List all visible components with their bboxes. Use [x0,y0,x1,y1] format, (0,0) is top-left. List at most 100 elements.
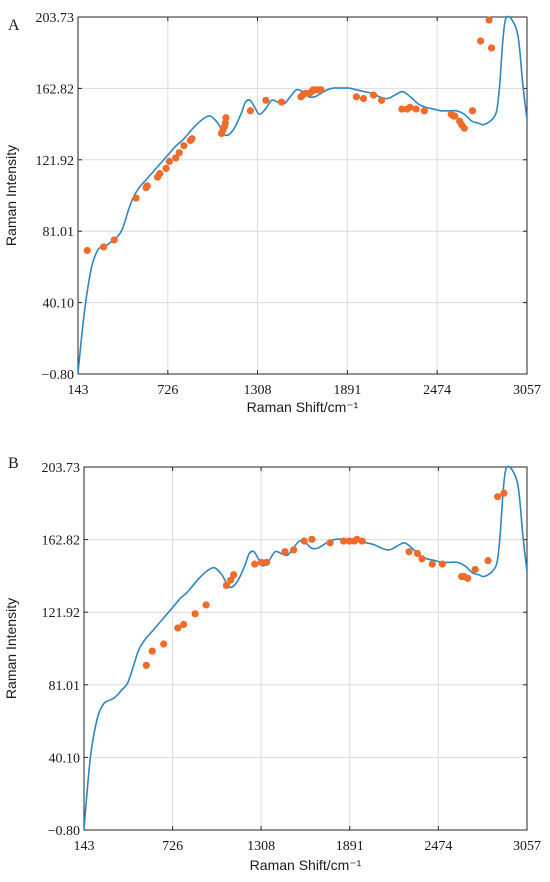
data-point [300,537,308,545]
data-point [262,558,271,566]
data-point [132,194,140,202]
data-point [438,560,446,568]
y-tick-label: 81.01 [49,679,81,694]
y-tick-label: 121.92 [36,154,75,169]
y-tick-label: 40.10 [49,751,81,766]
data-point [175,149,183,157]
data-point [420,107,428,115]
x-tick-label: 3057 [513,839,541,854]
data-point [464,574,472,582]
marker-points [83,16,496,255]
data-point [500,489,508,497]
data-point [352,93,361,101]
data-point [377,96,386,104]
data-point [418,555,426,563]
y-tick-label: −0.80 [48,824,80,839]
data-point [257,558,266,566]
data-point [110,236,118,244]
data-point [308,535,316,543]
panel-label: A [8,17,20,34]
data-point [230,571,238,579]
data-point [172,154,180,162]
x-tick-label: 1891 [333,383,361,398]
x-tick-label: 3057 [513,383,541,398]
data-point [406,103,414,111]
y-tick-label: 40.10 [43,297,75,312]
x-tick-label: 726 [162,839,183,854]
plot-frame [83,466,528,831]
data-point [487,44,496,52]
data-point [251,560,259,568]
data-point [222,114,230,122]
data-point [317,86,325,94]
x-tick-label: 143 [68,383,89,398]
data-point [494,493,502,501]
grid-lines [78,17,527,374]
data-point [227,576,235,584]
data-point [277,98,286,106]
data-point [326,539,334,547]
data-point [460,124,468,132]
data-point [191,610,199,618]
data-point [262,96,270,104]
marker-points [142,489,508,669]
data-point [359,94,368,103]
data-point [160,640,168,648]
data-point [428,560,436,568]
data-point [179,620,188,629]
x-tick-label: 143 [74,839,95,854]
x-tick-label: 1891 [336,839,364,854]
data-point [83,246,91,255]
data-point [358,537,366,545]
data-point [484,556,492,565]
data-point [281,548,289,556]
x-axis-label: Raman Shift/cm⁻¹ [247,399,359,415]
data-point [413,549,421,558]
data-point [202,601,210,609]
x-axis-label: Raman Shift/cm⁻¹ [250,857,362,873]
y-tick-label: 81.01 [43,225,75,240]
data-point [468,107,477,115]
y-axis-label: Raman Intensity [3,145,19,246]
chart-panel-b: 143 726 1308 1891 2474 3057 −0.80 40.10 81.01 121… [3,455,541,873]
data-point [485,16,493,24]
x-tick-label: 1308 [244,383,272,398]
x-tick-label: 726 [157,383,178,398]
chart-panel-a: 143 726 1308 1891 2474 3057 −0.80 40.10 81.01 121… [3,11,541,415]
panel-label: B [8,455,19,472]
y-tick-label: 203.73 [36,11,75,26]
data-point [477,37,485,45]
spectrum-line [78,15,527,373]
data-point [221,119,229,127]
y-tick-label: 162.82 [42,534,81,549]
spectrum-line [84,465,527,829]
y-tick-label: −0.80 [42,368,74,383]
plot-frame [77,16,528,375]
data-point [142,661,150,669]
data-point [290,546,298,554]
x-tick-label: 1308 [247,839,275,854]
data-point [174,624,182,632]
data-point [246,107,255,115]
x-tick-label: 2474 [423,383,451,398]
data-point [369,91,378,99]
data-point [188,135,196,143]
y-axis-label: Raman Intensity [3,598,19,699]
data-point [162,164,170,172]
data-point [405,548,413,556]
data-point [398,105,406,113]
data-point [412,105,420,113]
data-point [165,157,173,166]
data-point [143,182,151,190]
x-tick-label: 2474 [424,839,452,854]
data-point [156,170,164,178]
y-tick-label: 203.73 [42,461,81,476]
data-point [180,142,188,150]
data-point [222,581,231,590]
data-point [99,243,108,251]
data-point [471,565,479,574]
y-tick-label: 121.92 [42,606,81,621]
data-point [148,647,156,655]
data-point [451,112,459,120]
